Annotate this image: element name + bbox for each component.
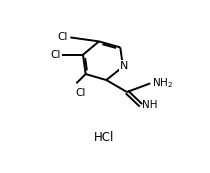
Text: N: N xyxy=(120,61,129,71)
Text: NH: NH xyxy=(142,100,158,110)
Text: Cl: Cl xyxy=(50,50,60,60)
Text: Cl: Cl xyxy=(57,32,68,42)
Text: NH$_2$: NH$_2$ xyxy=(152,76,173,90)
Text: Cl: Cl xyxy=(75,88,85,98)
Text: HCl: HCl xyxy=(93,131,114,144)
